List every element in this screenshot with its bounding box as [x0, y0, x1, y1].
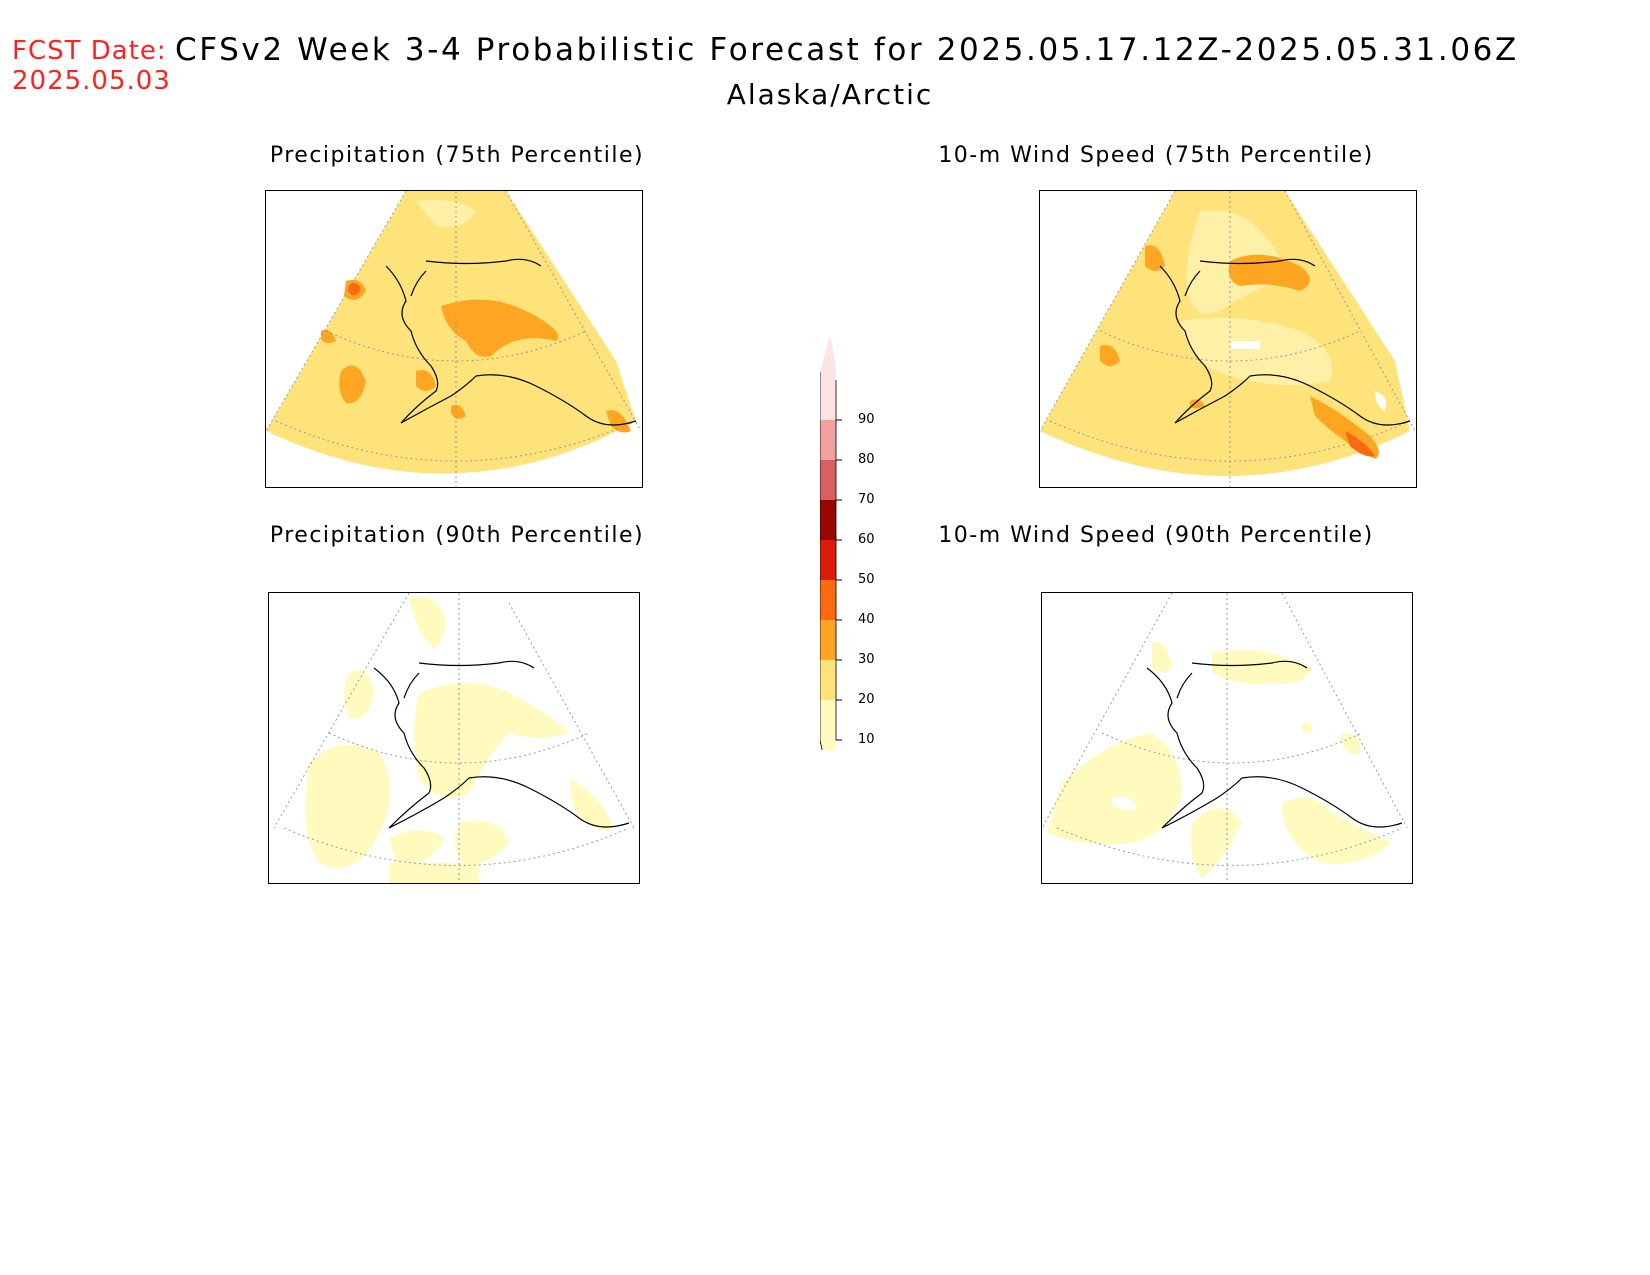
forecast-field [1040, 191, 1410, 476]
forecast-field [305, 597, 614, 883]
panel-title-wind-90: 10-m Wind Speed (90th Percentile) [938, 523, 1374, 548]
colorbar-label: 50 [858, 572, 875, 587]
colorbar-label: 70 [858, 492, 875, 507]
forecast-date-block: FCST Date: 2025.05.03 [12, 36, 171, 96]
colorbar-segment [820, 420, 836, 460]
coastline [1159, 258, 1411, 426]
colorbar-segment [820, 620, 836, 660]
colorbar-bottom-arrow [820, 740, 836, 780]
map-wind-75 [1039, 190, 1417, 488]
coastline [373, 660, 630, 829]
colorbar-label: 60 [858, 532, 875, 547]
colorbar-label: 10 [858, 732, 875, 747]
forecast-date-value: 2025.05.03 [12, 66, 171, 96]
region-subtitle: Alaska/Arctic [726, 78, 934, 111]
panel-title-wind-75: 10-m Wind Speed (75th Percentile) [938, 143, 1374, 168]
graticule [266, 191, 642, 487]
map-wind-90 [1041, 592, 1413, 884]
graticule [1040, 191, 1416, 487]
colorbar-label: 20 [858, 692, 875, 707]
colorbar-label: 40 [858, 612, 875, 627]
graticule [273, 593, 635, 883]
coastline [385, 258, 637, 426]
colorbar-segment [820, 540, 836, 580]
coastline [1146, 660, 1403, 829]
page-title: CFSv2 Week 3-4 Probabilistic Forecast fo… [175, 32, 1519, 68]
map-precip-90 [268, 592, 640, 884]
map-precip-75 [265, 190, 643, 488]
colorbar-segment [820, 500, 836, 540]
colorbar-segment [820, 660, 836, 700]
colorbar-label: 30 [858, 652, 875, 667]
panel-title-precip-90: Precipitation (90th Percentile) [269, 523, 645, 548]
graticule [1042, 593, 1408, 883]
colorbar [819, 330, 860, 781]
colorbar-segment [820, 380, 836, 420]
forecast-field [266, 191, 636, 474]
colorbar-label: 80 [858, 452, 875, 467]
colorbar-label: 90 [858, 412, 875, 427]
colorbar-segment [820, 460, 836, 500]
forecast-field [1047, 642, 1392, 878]
colorbar-top-arrow [820, 336, 836, 380]
colorbar-segment [820, 700, 836, 740]
panel-title-precip-75: Precipitation (75th Percentile) [269, 143, 645, 168]
forecast-date-label: FCST Date: [12, 36, 167, 66]
colorbar-segment [820, 580, 836, 620]
